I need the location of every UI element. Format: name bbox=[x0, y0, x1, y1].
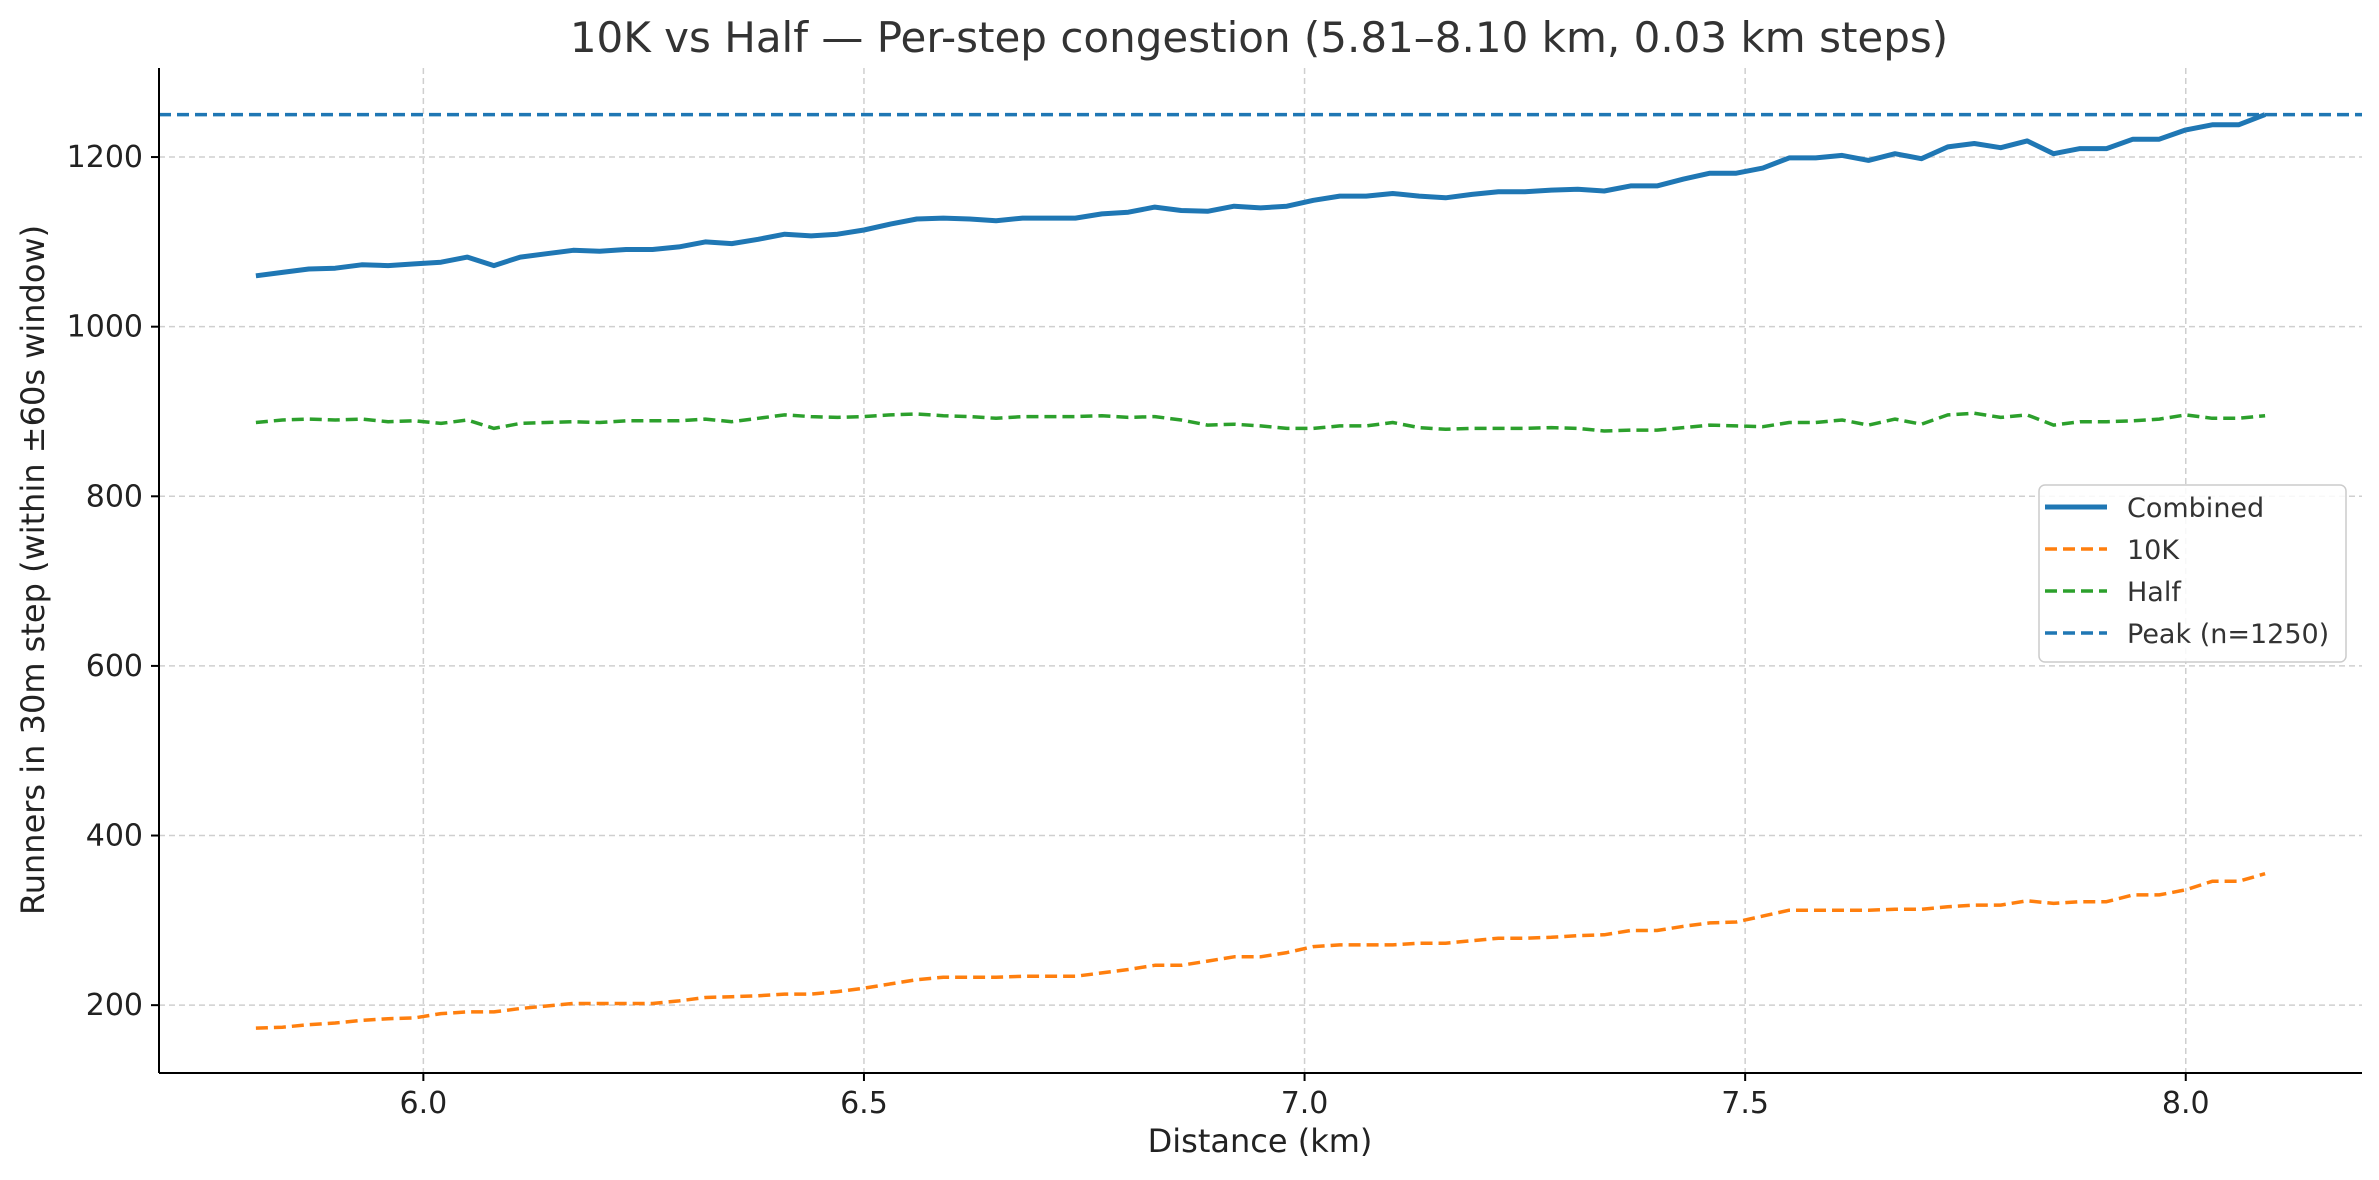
ticks-layer: 6.0 6.5 7.0 7.5 8.0 200 400 600 800 1000 1200 bbox=[67, 140, 2210, 1121]
legend: Combined 10K Half Peak (n=1250) bbox=[2038, 484, 2347, 663]
x-tick-label: 7.5 bbox=[1721, 1086, 1769, 1121]
y-tick-label: 400 bbox=[86, 819, 143, 854]
x-tick-label: 6.5 bbox=[840, 1086, 888, 1121]
y-tick-label: 1000 bbox=[67, 310, 143, 345]
legend-box bbox=[2038, 484, 2347, 663]
y-tick-label: 200 bbox=[86, 988, 143, 1023]
legend-label-combined: Combined bbox=[2127, 493, 2264, 524]
y-tick-label: 600 bbox=[86, 649, 143, 684]
chart-title: 10K vs Half — Per-step congestion (5.81–… bbox=[570, 13, 1948, 62]
y-tick-label: 800 bbox=[86, 479, 143, 514]
x-tick-label: 7.0 bbox=[1281, 1086, 1329, 1121]
series-layer bbox=[159, 112, 2362, 1030]
series-line-10k bbox=[255, 872, 2266, 1030]
legend-label-10k: 10K bbox=[2127, 535, 2180, 566]
legend-label-peak-n-1250: Peak (n=1250) bbox=[2127, 619, 2329, 650]
series-line-combined bbox=[255, 112, 2266, 279]
series-line-half bbox=[255, 411, 2266, 433]
x-tick-label: 8.0 bbox=[2162, 1086, 2210, 1121]
x-axis-label: Distance (km) bbox=[1148, 1122, 1373, 1160]
y-tick-label: 1200 bbox=[67, 140, 143, 175]
legend-label-half: Half bbox=[2127, 577, 2182, 608]
y-axis-label: Runners in 30m step (within ±60s window) bbox=[14, 225, 52, 915]
x-tick-label: 6.0 bbox=[400, 1086, 448, 1121]
grid-layer bbox=[159, 68, 2362, 1073]
axes-layer bbox=[158, 68, 2362, 1074]
